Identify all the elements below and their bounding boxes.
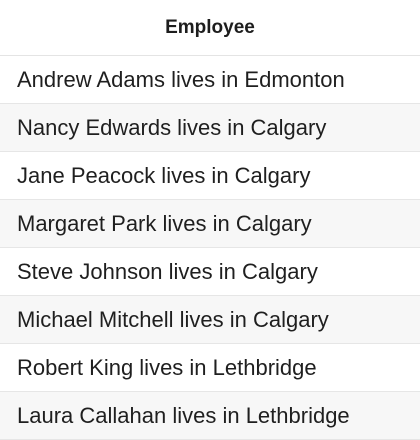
table-row[interactable]: Steve Johnson lives in Calgary xyxy=(0,248,420,296)
table-row[interactable]: Robert King lives in Lethbridge xyxy=(0,344,420,392)
table-row[interactable]: Jane Peacock lives in Calgary xyxy=(0,152,420,200)
table-row[interactable]: Andrew Adams lives in Edmonton xyxy=(0,56,420,104)
table-row[interactable]: Margaret Park lives in Calgary xyxy=(0,200,420,248)
column-header-employee[interactable]: Employee xyxy=(0,0,420,56)
table-row[interactable]: Laura Callahan lives in Lethbridge xyxy=(0,392,420,440)
table-row[interactable]: Michael Mitchell lives in Calgary xyxy=(0,296,420,344)
table-row[interactable]: Nancy Edwards lives in Calgary xyxy=(0,104,420,152)
